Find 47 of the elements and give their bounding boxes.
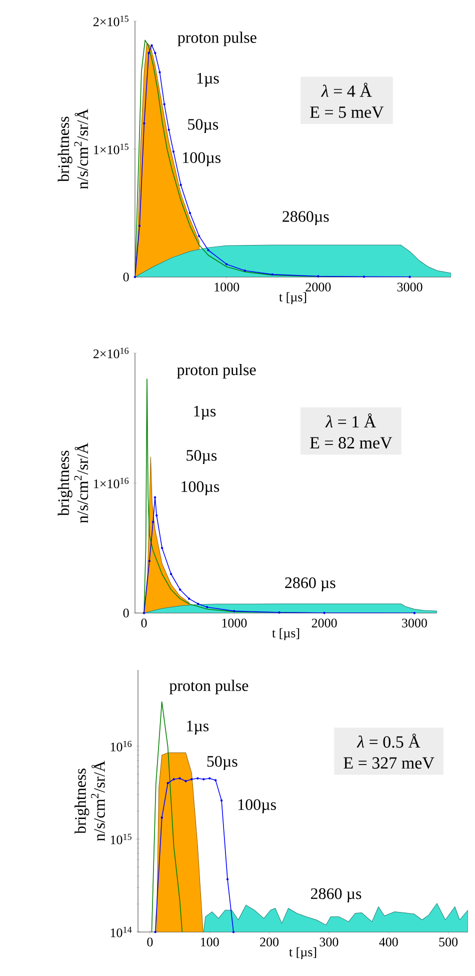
annotation: 100µs — [183, 152, 220, 166]
x-tick-label: 0 — [147, 938, 153, 946]
x-tick-label: 2000 — [306, 282, 331, 292]
x-tick-label: 3000 — [397, 282, 422, 292]
annotation: E = 5 meV — [310, 106, 384, 118]
x-axis-title: t [µs] — [272, 628, 300, 640]
annotation: 2860 µs — [285, 577, 336, 592]
x-axis-title: t [µs] — [289, 947, 316, 960]
annotation: E = 327 meV — [344, 757, 434, 769]
annotation: 50µs — [188, 118, 218, 133]
y-tick-label: 1×10$^{16}$ — [94, 478, 129, 488]
annotation: λ = 1 Å — [325, 413, 376, 428]
annotation: proton pulse — [177, 364, 256, 378]
annotation: λ = 4 Å — [321, 82, 372, 97]
x-tick-label: 1000 — [222, 618, 247, 628]
annotation: 50µs — [207, 756, 238, 770]
annotation: 2860µs — [282, 211, 329, 226]
annotation: 100µs — [182, 481, 220, 496]
annotation: 1µs — [197, 72, 219, 87]
annotation: proton pulse — [178, 32, 256, 46]
x-tick-label: 100 — [201, 938, 219, 946]
x-tick-label: 0 — [141, 618, 147, 628]
x-tick-label: 400 — [379, 938, 398, 946]
y-tick-label: 2×10$^{16}$ — [93, 348, 129, 358]
y-tick-label: 1×10$^{15}$ — [94, 144, 128, 154]
x-tick-label: 2000 — [312, 618, 337, 628]
x-tick-label: 3000 — [402, 618, 427, 628]
annotation: proton pulse — [169, 680, 248, 694]
y-tick-label: 0 — [123, 608, 129, 618]
x-tick-label: 1000 — [214, 282, 240, 292]
y-tick-label: 10$^{14}$ — [110, 926, 132, 938]
annotation: E = 82 meV — [310, 437, 392, 449]
x-axis-title: t [µs] — [279, 292, 306, 304]
line-series — [151, 701, 183, 932]
annotation: 2860 µs — [310, 888, 362, 902]
annotation: 1µs — [187, 720, 209, 735]
y-tick-label: 10$^{15}$ — [110, 834, 132, 844]
y-tick-label: 0 — [123, 272, 129, 282]
annotation: 1µs — [194, 406, 216, 420]
y-tick-label: 10$^{16}$ — [110, 740, 132, 752]
y-tick-label: 2×10$^{15}$ — [93, 16, 128, 26]
x-tick-label: 200 — [260, 938, 279, 946]
x-tick-label: 300 — [320, 938, 338, 946]
annotation: λ = 0.5 Å — [356, 734, 420, 748]
annotation: 50µs — [186, 450, 217, 464]
annotation: 100µs — [238, 799, 276, 814]
x-tick-label: 500 — [439, 938, 458, 946]
